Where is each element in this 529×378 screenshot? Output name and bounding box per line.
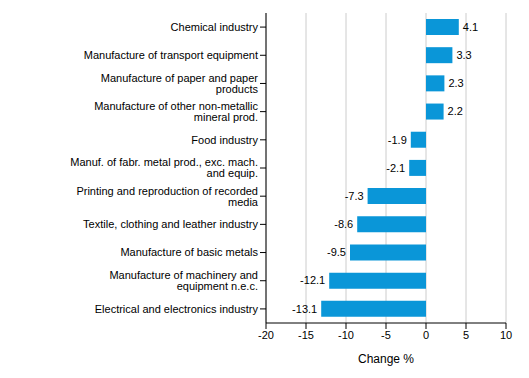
svg-text:Manufacture of other non-metal: Manufacture of other non-metallicmineral…: [94, 100, 258, 123]
svg-text:Manufacture of basic metals: Manufacture of basic metals: [120, 246, 258, 258]
svg-text:Textile, clothing and leather: Textile, clothing and leather industry: [83, 218, 258, 230]
svg-text:-20: -20: [258, 329, 274, 341]
svg-text:3.3: 3.3: [456, 49, 471, 61]
svg-text:Manufacture of paper and paper: Manufacture of paper and paperproducts: [101, 72, 259, 95]
svg-text:0: 0: [423, 329, 429, 341]
svg-text:2.3: 2.3: [448, 77, 463, 89]
svg-text:-15: -15: [298, 329, 314, 341]
svg-text:Manufacture of machinery andeq: Manufacture of machinery andequipment n.…: [109, 269, 258, 292]
svg-text:-8.6: -8.6: [334, 218, 353, 230]
svg-text:Chemical industry: Chemical industry: [171, 21, 259, 33]
svg-text:-10: -10: [338, 329, 354, 341]
svg-text:-12.1: -12.1: [300, 274, 325, 286]
svg-text:Electrical and electronics ind: Electrical and electronics industry: [95, 303, 259, 315]
svg-text:Food industry: Food industry: [191, 134, 258, 146]
svg-text:-13.1: -13.1: [292, 303, 317, 315]
svg-text:Manuf. of fabr. metal prod., e: Manuf. of fabr. metal prod., exc. mach.a…: [70, 156, 258, 179]
svg-text:5: 5: [463, 329, 469, 341]
svg-text:-9.5: -9.5: [327, 246, 346, 258]
svg-text:-2.1: -2.1: [386, 162, 405, 174]
svg-text:-1.9: -1.9: [388, 134, 407, 146]
svg-text:2.2: 2.2: [448, 105, 463, 117]
svg-text:10: 10: [500, 329, 512, 341]
svg-text:-7.3: -7.3: [345, 190, 364, 202]
svg-text:Printing and reproduction of r: Printing and reproduction of recordedmed…: [76, 185, 258, 208]
svg-text:Manufacture of transport equip: Manufacture of transport equipment: [84, 49, 258, 61]
svg-text:Change %: Change %: [358, 352, 414, 366]
svg-text:-5: -5: [381, 329, 391, 341]
svg-text:4.1: 4.1: [463, 21, 478, 33]
